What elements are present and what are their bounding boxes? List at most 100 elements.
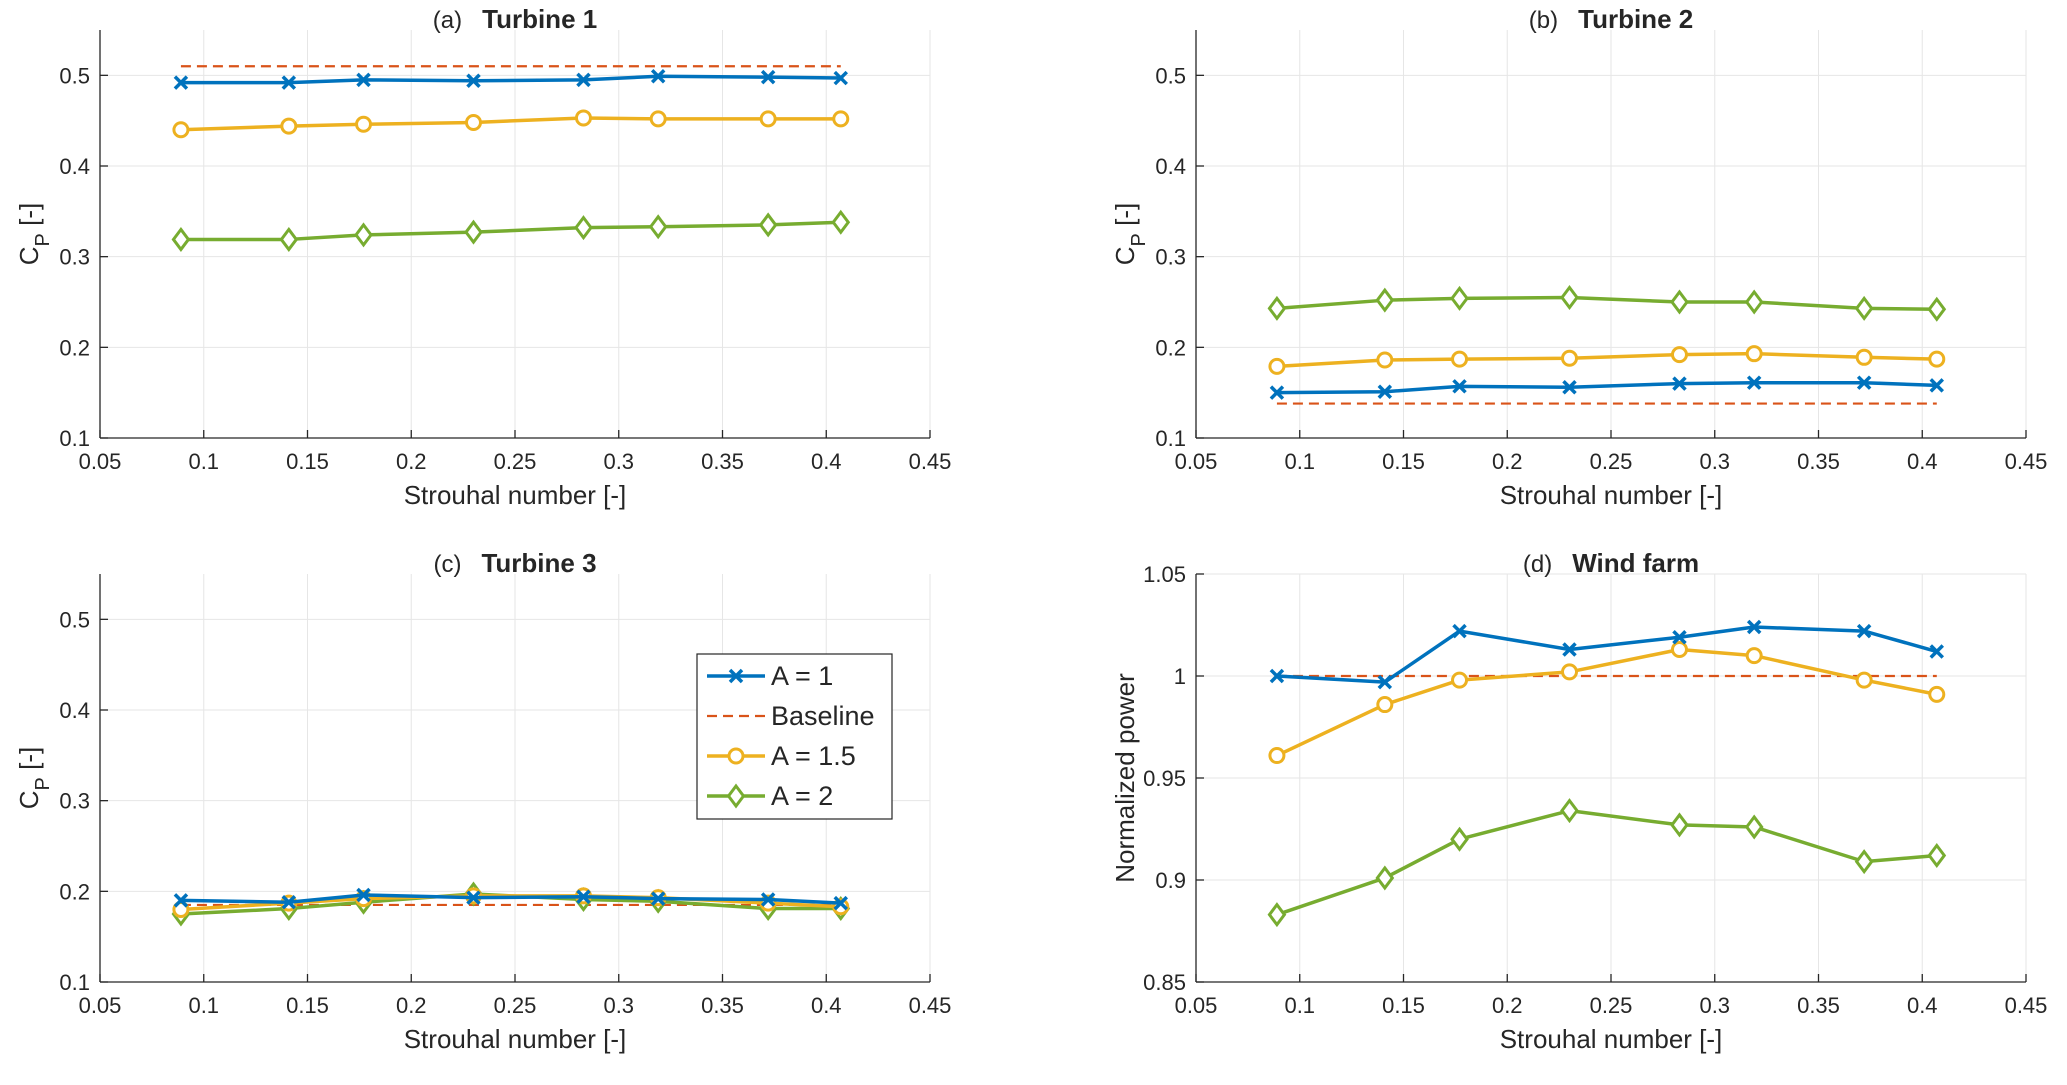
legend-swatch-marker-b [728,668,744,684]
series-a1-point [466,73,481,89]
x-tick-label: 0.4 [1907,449,1938,474]
series-a1 [1269,375,1945,400]
series-a2-point [1744,289,1764,315]
y-label-main: C [1110,246,1140,265]
series-a1-point-b [1452,623,1467,639]
series-a15-point [1928,350,1946,368]
x-tick-label: 0.35 [701,993,744,1018]
x-tick-label: 0.3 [603,449,634,474]
x-tick-label: 0.2 [1492,993,1523,1018]
series-a1-point [281,894,297,910]
panel-title-text: Turbine 2 [1578,4,1693,34]
y-axis-label: CP [-] [1110,203,1150,265]
series-a1-point-b [576,72,591,88]
series-a15-point [1268,357,1286,375]
y-axis-label: CP [-] [14,747,54,809]
series-a1-line [1276,625,1938,684]
y-tick-label: 0.3 [59,245,90,270]
x-tick-label: 0.1 [1284,449,1315,474]
panel-title-text: Turbine 1 [482,4,597,34]
panel-title-gap [1552,551,1572,578]
panel-title: (c) Turbine 3 [433,548,596,578]
series-a15-point [1376,696,1394,714]
series-a1-point [281,75,297,90]
y-tick-label: 0.2 [59,879,90,904]
legend-entry-a2: A = 2 [707,781,833,811]
series-a15-point [1670,640,1688,658]
x-tick-label: 0.25 [1590,993,1633,1018]
y-tick-label: 0.5 [59,607,90,632]
panel-d: 0.05 0.1 0.15 0.2 0.25 0.3 0.35 0.4 0.45 0.85 0.9 0… [1110,548,2047,1054]
legend-entry-a15: A = 1.5 [707,741,856,771]
series-a1-point-b [760,69,776,85]
panel-title-gap [1558,7,1578,34]
legend-swatch-marker [726,783,746,809]
x-tick-label: 0.05 [79,449,122,474]
panel-tag: (d) [1523,551,1552,578]
legend-label: Baseline [771,701,875,731]
x-tick-label: 0.1 [188,993,219,1018]
series-a15-point [1745,345,1763,363]
series-a1-point [1672,376,1687,391]
series-a1-point-b [173,893,189,908]
series-a1-point-b [1746,619,1762,635]
series-a1 [1269,619,1945,690]
x-tick-label: 0.15 [1382,993,1425,1018]
y-label-subscript: P [1128,233,1150,246]
x-tick-label: 0.05 [1175,993,1218,1018]
y-label-main: C [14,246,44,265]
y-tick-label: 0.5 [59,63,90,88]
series-a2 [1267,798,1947,928]
series-a2-point [1267,902,1287,928]
y-tick-label: 0.4 [59,154,90,179]
x-tick-label: 0.45 [909,993,952,1018]
series-a2-point [1560,798,1579,824]
series-a1-point-b [1377,674,1393,690]
series-a1-point [356,72,371,88]
y-tick-label: 0.1 [59,426,90,451]
panel-tag: (c) [433,551,461,578]
series-a2-line [180,220,841,242]
series-a1-point-b [1562,379,1577,395]
series-a2-point [1854,295,1874,321]
panel-title: (b) Turbine 2 [1529,4,1693,34]
x-tick-label: 0.25 [1590,449,1633,474]
series-a1-point-b [1856,623,1872,639]
x-tick-label: 0.4 [1907,993,1938,1018]
series-a15-point [1745,647,1763,665]
series-a2-point [1267,295,1287,321]
series-a1-point [356,887,371,903]
y-tick-label: 0.4 [59,698,90,723]
y-label-main: C [14,790,44,809]
x-tick-label: 0.45 [2005,993,2048,1018]
series-a1-line [1276,380,1937,395]
series-a1-point-b [356,72,371,88]
series-a1-point-b [833,70,849,86]
series-a2-point [1375,865,1395,891]
series-a1-point-b [1672,376,1687,391]
series-a15-point [465,113,482,131]
series-a1-point-b [466,73,481,89]
x-tick-label: 0.45 [2005,449,2048,474]
series-a15-point [1670,346,1688,364]
series-a1-point-b [650,69,666,84]
y-tick-label: 0.9 [1155,868,1186,893]
series-a15-point [280,117,298,135]
panel-a: 0.05 0.1 0.15 0.2 0.25 0.3 0.35 0.4 0.450.10.20.… [14,4,951,510]
x-tick-label: 0.2 [396,993,427,1018]
series-a15-point [172,121,190,139]
y-label-unit: [-] [14,203,44,233]
series-a2-point [1450,826,1469,852]
series-a2-point [574,215,593,241]
y-tick-label: 0.2 [1155,335,1186,360]
y-tick-label: 0.1 [1155,426,1186,451]
series-a1-point-b [1929,644,1945,659]
series-a1-point [576,889,591,905]
series-a15 [1268,640,1946,765]
series-a2-point [1670,289,1689,315]
series-a1-point [650,891,666,906]
series-a15-point [1376,351,1394,369]
series-a15 [1268,345,1946,375]
